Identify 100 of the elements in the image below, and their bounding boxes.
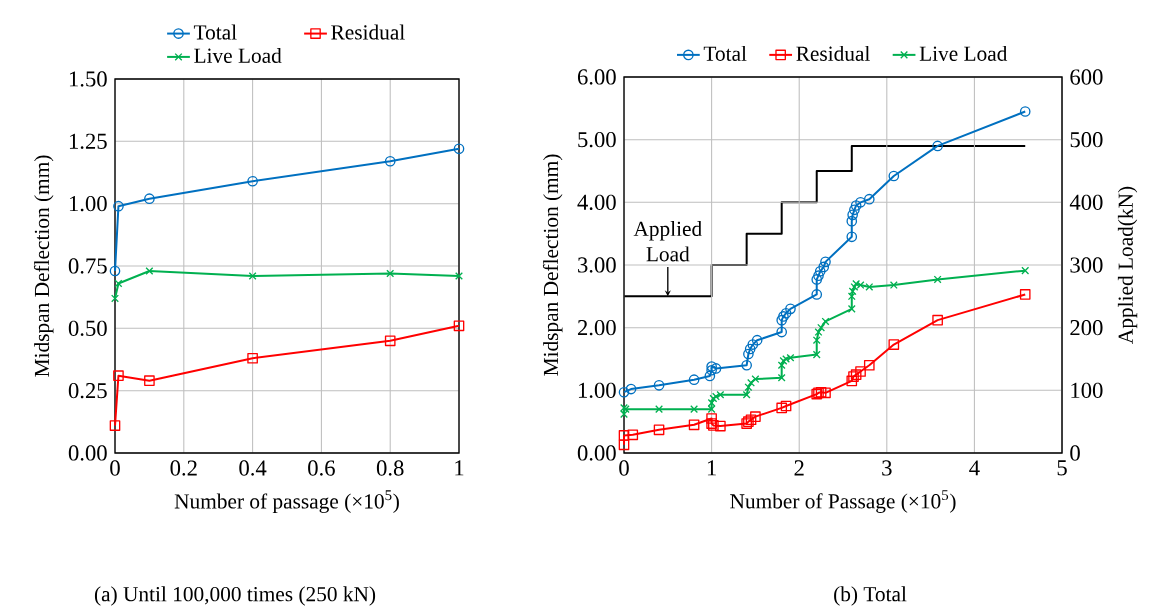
x-tick-label: 0.8 bbox=[376, 460, 404, 476]
legend-label: Live Load bbox=[194, 47, 282, 63]
point bbox=[777, 361, 786, 370]
point bbox=[751, 334, 763, 346]
point bbox=[1019, 106, 1031, 117]
y-tick-label: 0.50 bbox=[68, 320, 107, 337]
point bbox=[744, 383, 753, 392]
point bbox=[817, 323, 826, 332]
point bbox=[653, 424, 665, 436]
point bbox=[144, 193, 155, 205]
y-tick-label: 0.75 bbox=[68, 258, 107, 274]
x-axis-title: Number of passage (×10$^{5}$) bbox=[174, 490, 399, 513]
point bbox=[855, 197, 866, 208]
point bbox=[109, 265, 121, 277]
point bbox=[777, 373, 786, 382]
point bbox=[818, 261, 830, 273]
point bbox=[716, 390, 725, 399]
x-tick-label: 1 bbox=[455, 460, 464, 476]
legend-label: Residual bbox=[796, 45, 870, 61]
point bbox=[144, 375, 155, 387]
y2-tick-label: 300 bbox=[1070, 257, 1103, 273]
legend-label: Live Load bbox=[919, 45, 1008, 61]
point bbox=[846, 375, 858, 387]
point bbox=[704, 370, 716, 382]
point bbox=[384, 335, 396, 347]
point bbox=[248, 272, 257, 280]
point bbox=[386, 269, 395, 278]
point bbox=[707, 405, 716, 414]
point bbox=[690, 405, 699, 414]
point bbox=[455, 272, 463, 280]
point bbox=[710, 363, 722, 374]
point bbox=[889, 281, 898, 290]
point bbox=[778, 311, 789, 322]
point bbox=[453, 143, 465, 155]
point bbox=[888, 339, 900, 350]
point bbox=[863, 359, 875, 371]
x-tick-label: 0 bbox=[110, 460, 120, 476]
point bbox=[653, 379, 665, 391]
x-tick-label: 0.2 bbox=[170, 460, 197, 476]
y2-tick-label: 400 bbox=[1069, 194, 1103, 210]
y2-tick-label: 100 bbox=[1071, 382, 1103, 398]
point bbox=[707, 398, 716, 407]
point bbox=[742, 390, 751, 399]
y-tick-label: 1.50 bbox=[69, 71, 107, 87]
point bbox=[847, 292, 856, 301]
point bbox=[785, 303, 796, 315]
point bbox=[655, 405, 664, 414]
point bbox=[620, 410, 628, 419]
y2-axis-title: Applied Load(kN) bbox=[1117, 186, 1138, 344]
point bbox=[846, 215, 858, 227]
point bbox=[744, 343, 756, 355]
x-tick-label: 0.4 bbox=[239, 460, 267, 476]
x-tick-label: 0 bbox=[619, 460, 629, 476]
point bbox=[811, 289, 823, 300]
text: (b) Total bbox=[834, 586, 907, 606]
point bbox=[812, 336, 821, 345]
y-tick-label: 3.00 bbox=[578, 257, 616, 273]
point bbox=[1019, 289, 1031, 300]
point bbox=[741, 359, 752, 371]
point bbox=[780, 307, 792, 319]
y-tick-label: 4.00 bbox=[577, 194, 616, 211]
point bbox=[933, 275, 942, 284]
point bbox=[706, 413, 717, 424]
point bbox=[747, 378, 755, 387]
y-tick-label: 1.00 bbox=[69, 195, 107, 212]
point bbox=[145, 267, 154, 275]
y-axis-title: Midspan Deflection (mm) bbox=[542, 154, 563, 376]
point bbox=[932, 140, 943, 152]
point bbox=[743, 348, 754, 360]
point bbox=[109, 420, 121, 431]
y2-tick-label: 600 bbox=[1070, 69, 1103, 85]
point bbox=[384, 155, 396, 167]
point bbox=[776, 326, 788, 338]
y2-tick-label: 500 bbox=[1070, 132, 1103, 148]
point bbox=[863, 193, 875, 205]
point bbox=[747, 339, 759, 350]
point bbox=[782, 355, 791, 363]
annotation: Applied Load bbox=[633, 221, 702, 262]
y-tick-label: 1.25 bbox=[69, 133, 107, 149]
point bbox=[820, 387, 831, 399]
legend-label: Residual bbox=[331, 24, 405, 40]
y-tick-label: 0.00 bbox=[68, 445, 107, 461]
point bbox=[820, 256, 831, 268]
point bbox=[846, 231, 858, 243]
y-tick-label: 5.00 bbox=[578, 131, 616, 148]
point bbox=[111, 294, 119, 303]
y2-tick-label: 0 bbox=[1070, 445, 1080, 461]
point bbox=[780, 400, 792, 412]
point bbox=[821, 317, 830, 326]
x-tick-label: 0.6 bbox=[308, 460, 335, 476]
x-tick-label: 5 bbox=[1057, 460, 1067, 476]
point bbox=[814, 265, 826, 277]
point bbox=[618, 439, 630, 451]
point bbox=[888, 170, 900, 182]
point bbox=[848, 287, 857, 296]
point bbox=[247, 175, 258, 187]
point bbox=[776, 402, 788, 414]
point bbox=[812, 350, 821, 359]
point bbox=[849, 204, 860, 216]
point bbox=[715, 420, 726, 432]
